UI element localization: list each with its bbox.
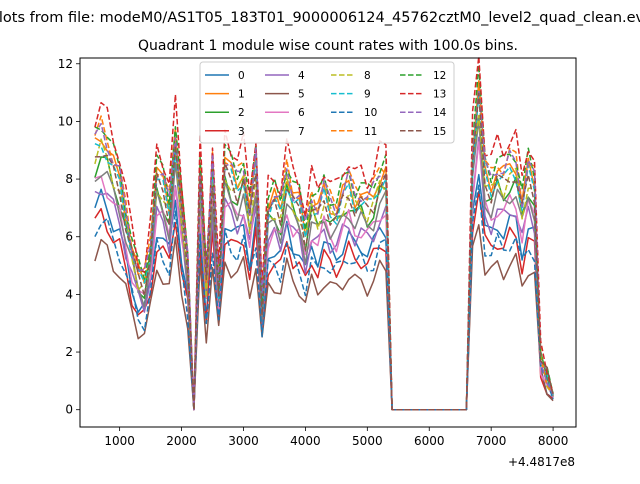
x-tick-label: 3000	[228, 434, 259, 448]
x-tick-label: 4000	[290, 434, 321, 448]
series-line-8	[94, 114, 554, 411]
legend-label-15: 15	[433, 126, 446, 138]
x-axis-ticks: 1000 2000 3000 4000 5000 6000 7000 8000	[104, 427, 568, 448]
y-tick-label: 12	[58, 57, 73, 71]
legend-label-1: 1	[238, 89, 245, 101]
y-tick-label: 0	[65, 403, 73, 417]
plot-frame	[79, 57, 577, 428]
chart-title: Quadrant 1 module wise count rates with …	[138, 38, 518, 54]
legend-label-12: 12	[433, 70, 446, 82]
x-tick-label: 2000	[166, 434, 197, 448]
series-line-7	[94, 118, 554, 411]
x-axis-offset-label: +4.4817e8	[508, 455, 575, 469]
series-line-15	[94, 92, 554, 411]
y-tick-label: 2	[65, 345, 73, 359]
legend-label-10: 10	[364, 107, 377, 119]
legend-label-6: 6	[298, 107, 305, 119]
legend-label-11: 11	[364, 126, 377, 138]
legend-label-8: 8	[364, 70, 371, 82]
y-tick-label: 10	[58, 114, 73, 128]
legend-label-5: 5	[298, 89, 305, 101]
series-line-12	[94, 64, 554, 411]
x-tick-label: 1000	[104, 434, 135, 448]
y-tick-label: 4	[65, 287, 73, 301]
series-line-5	[94, 224, 554, 411]
series-lines	[94, 55, 554, 411]
legend-label-3: 3	[238, 126, 245, 138]
legend-label-2: 2	[238, 107, 245, 119]
x-tick-label: 6000	[414, 434, 445, 448]
x-tick-label: 5000	[352, 434, 383, 448]
series-line-10	[94, 184, 554, 411]
figure-suptitle: Plots from file: modeM0/AS1T05_183T01_90…	[0, 10, 640, 26]
y-tick-label: 8	[65, 172, 73, 186]
x-tick-label: 8000	[538, 434, 569, 448]
legend-label-4: 4	[298, 70, 305, 82]
legend-frame	[199, 61, 455, 144]
legend-label-9: 9	[364, 89, 371, 101]
legend-label-13: 13	[433, 89, 446, 101]
legend-label-14: 14	[433, 107, 447, 119]
y-tick-label: 6	[65, 230, 73, 244]
series-line-13	[94, 55, 554, 411]
legend-label-0: 0	[238, 70, 245, 82]
y-axis-ticks: 0 2 4 6 8 10 12	[58, 57, 80, 417]
x-tick-label: 7000	[476, 434, 507, 448]
legend-label-7: 7	[298, 126, 305, 138]
